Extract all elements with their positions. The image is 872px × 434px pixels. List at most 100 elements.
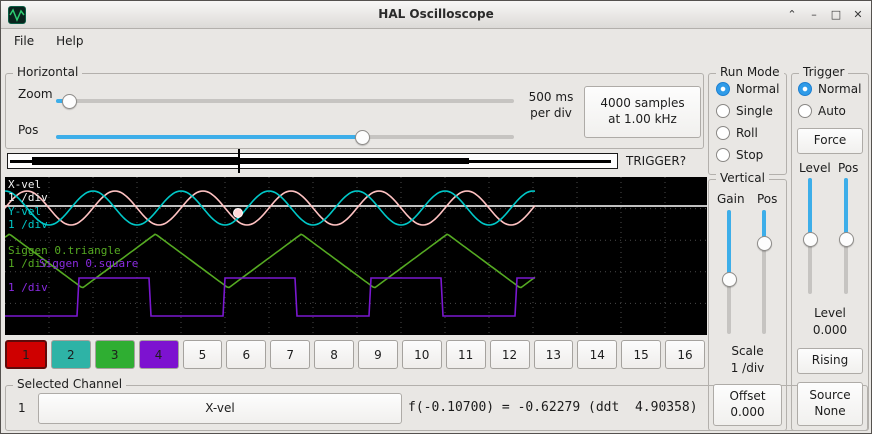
trigger-level-handle[interactable] (802, 231, 818, 247)
trigger-question-label: TRIGGER? (626, 154, 687, 168)
run-mode-roll[interactable]: Roll (716, 126, 758, 140)
trigger-pos-slider[interactable] (838, 178, 854, 294)
radio-icon (716, 82, 730, 96)
channel-row: 1 2 3 4 5 6 7 8 9 10 11 12 13 14 15 16 (5, 340, 705, 369)
channel-button-15[interactable]: 15 (621, 340, 662, 369)
trigger-mode-auto[interactable]: Auto (798, 104, 846, 118)
trigger-bar-post-segment (239, 158, 469, 164)
horizontal-group-title: Horizontal (13, 65, 83, 79)
maximize-icon[interactable]: □ (830, 8, 842, 21)
scope-label-0: X-vel (8, 178, 41, 191)
offset-value: 0.000 (730, 405, 765, 419)
menu-help[interactable]: Help (56, 34, 84, 48)
radio-icon (798, 104, 812, 118)
selected-channel-group: Selected Channel 1 X-vel f(-0.10700) = -… (5, 377, 868, 431)
vertical-pos-slider[interactable] (756, 210, 772, 334)
trace-Siggen 0.square (5, 277, 535, 317)
trigger-level-label: Level (814, 306, 846, 320)
samples-line1: 4000 samples (600, 96, 685, 111)
scope-label-2: Y-vel (8, 205, 41, 218)
run-mode-title: Run Mode (716, 65, 784, 79)
source-label: Source (809, 388, 851, 403)
pos-label: Pos (18, 123, 39, 137)
run-mode-single-label: Single (736, 104, 773, 118)
scope-label-4: Siggen 0.triangle (8, 244, 121, 257)
trace-Y-vel (4, 190, 536, 226)
source-button[interactable]: Source None (797, 382, 863, 426)
zoom-slider[interactable] (56, 92, 514, 110)
menu-file[interactable]: File (14, 34, 35, 48)
scope-label-7: 1 /div (8, 281, 48, 294)
vertical-pos-handle[interactable] (756, 235, 772, 251)
run-mode-normal[interactable]: Normal (716, 82, 779, 96)
channel-button-7[interactable]: 7 (270, 340, 311, 369)
trigger-group-title: Trigger (799, 65, 849, 79)
channel-button-4[interactable]: 4 (138, 340, 179, 369)
scope-label-6: Siggen 0.square (39, 257, 138, 270)
title-bar: HAL Oscilloscope ⌃ – □ ✕ (1, 1, 871, 29)
trigger-level-slider[interactable] (802, 178, 818, 294)
run-mode-stop[interactable]: Stop (716, 148, 763, 162)
run-mode-normal-label: Normal (736, 82, 780, 96)
run-mode-group: Run Mode Normal Single Roll Stop (708, 65, 787, 175)
radio-icon (716, 104, 730, 118)
trigger-position-tick[interactable] (238, 149, 240, 173)
channel-button-5[interactable]: 5 (182, 340, 223, 369)
run-mode-single[interactable]: Single (716, 104, 773, 118)
rate-line2: per div (530, 106, 572, 120)
channel-button-9[interactable]: 9 (358, 340, 398, 369)
vertical-pos-column-label: Pos (757, 192, 778, 206)
horizontal-pos-slider[interactable] (56, 128, 514, 146)
channel-button-11[interactable]: 11 (445, 340, 486, 369)
trigger-group: Trigger Normal Auto Force Level Pos Leve… (791, 65, 869, 431)
channel-button-13[interactable]: 13 (533, 340, 574, 369)
minimize-icon[interactable]: – (811, 8, 817, 21)
scale-label: Scale (731, 344, 764, 358)
trigger-position-bar[interactable] (7, 149, 618, 173)
selected-channel-number: 1 (18, 401, 26, 415)
selected-channel-title: Selected Channel (13, 377, 127, 391)
trigger-marker-dot[interactable] (233, 208, 243, 218)
trace-Siggen 0.triangle (4, 233, 536, 289)
trigger-pos-handle[interactable] (838, 231, 854, 247)
channel-button-14[interactable]: 14 (577, 340, 618, 369)
rising-button[interactable]: Rising (797, 348, 863, 374)
function-readout: f(-0.10700) = -0.62279 (ddt 4.90358) (408, 400, 698, 415)
gain-slider[interactable] (721, 210, 737, 334)
pos-slider-handle[interactable] (355, 129, 371, 145)
source-value: None (814, 404, 846, 418)
zoom-slider-handle[interactable] (62, 93, 78, 109)
channel-name-button[interactable]: X-vel (38, 393, 402, 424)
scope-display[interactable]: X-vel 1 /div Y-vel 1 /div Siggen 0.triangle 1… (4, 177, 707, 335)
gain-slider-handle[interactable] (721, 271, 737, 287)
scale-value: 1 /div (730, 361, 765, 375)
shade-icon[interactable]: ⌃ (787, 8, 797, 21)
samples-button[interactable]: 4000 samples at 1.00 kHz (584, 86, 701, 138)
scope-label-5: 1 /div (8, 257, 48, 270)
trigger-auto-label: Auto (818, 104, 846, 118)
gain-column-label: Gain (717, 192, 745, 206)
channel-button-8[interactable]: 8 (314, 340, 354, 369)
channel-button-16[interactable]: 16 (665, 340, 705, 369)
vertical-group-title: Vertical (716, 171, 769, 185)
oscilloscope-icon (8, 6, 26, 24)
channel-button-3[interactable]: 3 (94, 340, 135, 369)
zoom-label: Zoom (18, 87, 53, 101)
radio-icon (716, 126, 730, 140)
channel-button-6[interactable]: 6 (226, 340, 267, 369)
force-button[interactable]: Force (797, 128, 863, 154)
run-mode-roll-label: Roll (736, 126, 758, 140)
trigger-level-column-label: Level (799, 161, 831, 175)
offset-panel[interactable]: Offset 0.000 (713, 384, 782, 426)
radio-icon (798, 82, 812, 96)
trigger-mode-normal[interactable]: Normal (798, 82, 861, 96)
channel-button-2[interactable]: 2 (50, 340, 91, 369)
channel-button-1[interactable]: 1 (5, 340, 47, 369)
channel-button-10[interactable]: 10 (401, 340, 442, 369)
close-icon[interactable]: ✕ (853, 8, 863, 21)
radio-icon (716, 148, 730, 162)
menu-bar: File Help (3, 31, 94, 53)
channel-button-12[interactable]: 12 (489, 340, 530, 369)
